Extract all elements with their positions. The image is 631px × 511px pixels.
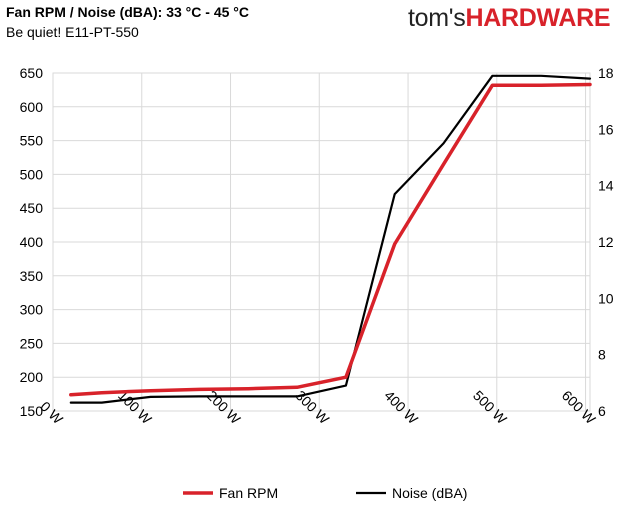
legend-noise-label: Noise (dBA) xyxy=(392,485,467,501)
left-tick-label: 350 xyxy=(20,268,44,284)
x-tick-label: 200 W xyxy=(204,387,244,427)
left-axis-tick-labels: 150 200 250 300 350 400 450 500 550 600 650 xyxy=(20,65,44,419)
x-tick-label: 500 W xyxy=(470,387,510,427)
left-tick-label: 650 xyxy=(20,65,44,81)
left-tick-label: 400 xyxy=(20,234,44,250)
horizontal-gridlines xyxy=(53,72,590,412)
right-tick-label: 12 xyxy=(598,234,614,250)
legend: Fan RPM Noise (dBA) xyxy=(183,485,467,501)
left-tick-label: 450 xyxy=(20,200,44,216)
right-axis-tick-labels: 6 8 10 12 14 16 18 xyxy=(598,65,614,419)
noise-series-line xyxy=(69,74,592,404)
left-tick-label: 300 xyxy=(20,302,44,318)
logo-text-toms: tom's xyxy=(408,4,466,32)
legend-fan-rpm-label: Fan RPM xyxy=(219,485,278,501)
left-tick-label: 250 xyxy=(20,335,44,351)
right-tick-label: 10 xyxy=(598,290,614,306)
right-tick-label: 18 xyxy=(598,65,614,81)
left-tick-label: 500 xyxy=(20,166,44,182)
logo-text-hardware: HARDWARE xyxy=(465,4,611,32)
right-tick-label: 16 xyxy=(598,121,614,137)
left-tick-label: 600 xyxy=(20,99,44,115)
toms-hardware-logo: tom'sHARDWARE xyxy=(408,4,611,33)
left-tick-label: 200 xyxy=(20,369,44,385)
right-tick-label: 8 xyxy=(598,347,606,363)
fan-rpm-series-line xyxy=(69,82,592,397)
chart-title: Fan RPM / Noise (dBA): 33 °C - 45 °C xyxy=(6,4,250,20)
left-tick-label: 550 xyxy=(20,133,44,149)
plot-area-frame xyxy=(52,72,591,412)
right-tick-label: 6 xyxy=(598,403,606,419)
x-tick-label: 600 W xyxy=(559,387,599,427)
left-tick-label: 150 xyxy=(20,403,44,419)
right-tick-label: 14 xyxy=(598,178,614,194)
chart-subtitle: Be quiet! E11-PT-550 xyxy=(6,24,139,40)
x-tick-label: 400 W xyxy=(381,387,421,427)
series-lines xyxy=(69,74,592,404)
